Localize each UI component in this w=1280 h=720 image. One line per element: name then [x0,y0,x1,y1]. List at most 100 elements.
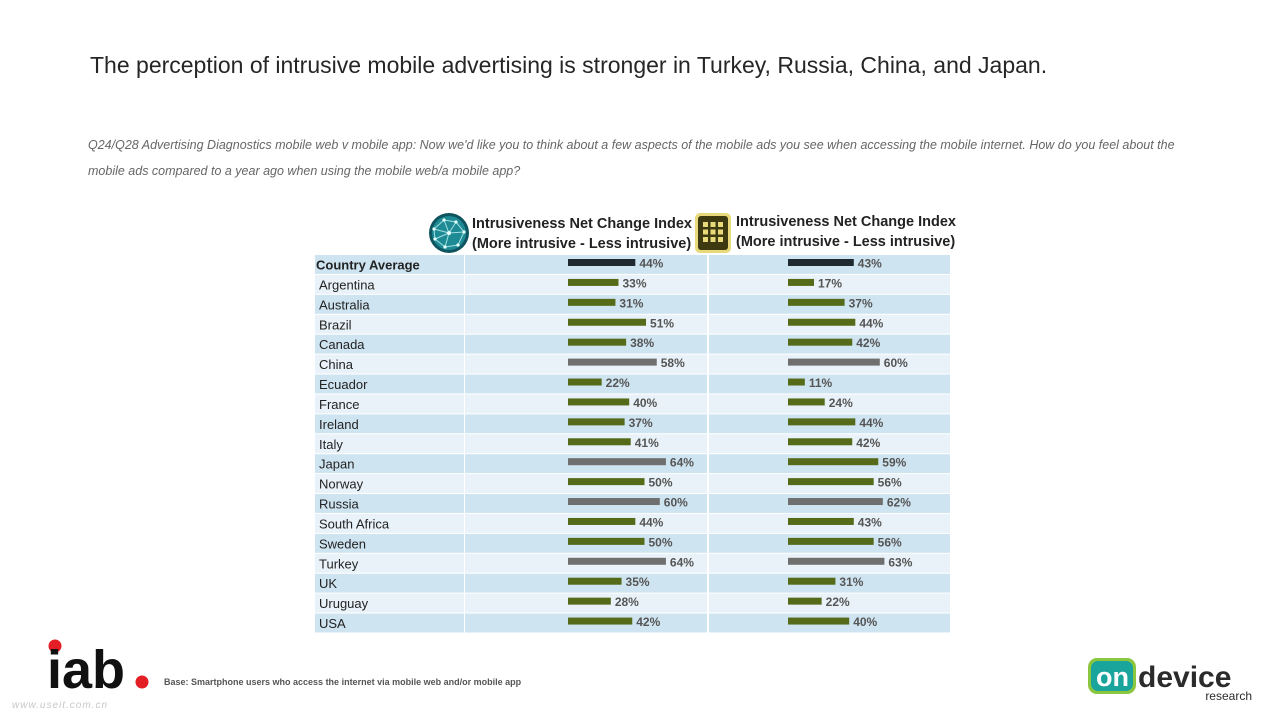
row-app-cell [709,274,950,294]
ondevice-research-logo: on device research [1086,655,1256,710]
app-value-label: 24% [829,396,853,410]
row-label-cell [315,414,464,434]
app-value-label: 11% [809,376,833,390]
web-value-label: 22% [606,376,630,390]
app-value-label: 42% [856,436,880,450]
app-bar [788,438,853,446]
web-value-label: 60% [664,496,688,510]
category-label: Norway [319,477,364,492]
web-value-label: 50% [649,535,673,549]
web-value-label: 40% [633,396,657,410]
category-label: France [319,397,359,412]
app-header-line2: (More intrusive - Less intrusive) [736,234,956,250]
category-label: China [319,357,354,372]
web-value-label: 41% [635,436,659,450]
row-label-cell [315,255,464,274]
iab-logo-text: iab [47,640,125,694]
app-bar [788,517,854,525]
web-value-label: 51% [650,316,674,330]
web-value-label: 50% [649,476,673,490]
category-label: Brazil [319,317,352,332]
web-bar [568,557,666,565]
app-value-label: 17% [818,276,842,290]
web-bar [568,278,619,286]
web-bar [568,259,636,266]
category-label: Sweden [319,536,366,551]
web-bar [568,517,636,525]
row-label-cell [315,533,464,553]
app-bar [788,617,850,625]
app-value-label: 22% [826,595,850,609]
app-grid-icon [695,213,731,253]
watermark: www.useit.com.cn [12,700,109,711]
row-label-cell [315,394,464,414]
web-bar [568,378,602,386]
web-bar [568,537,645,545]
row-label-cell [315,314,464,334]
app-bar [788,398,825,406]
app-value-label: 63% [888,555,912,569]
web-bar [568,597,611,605]
app-bar [788,577,836,585]
web-bar [568,577,622,585]
app-bar [788,478,874,486]
web-value-label: 28% [615,595,639,609]
web-bar [568,418,625,426]
row-label-cell [315,334,464,354]
web-value-label: 35% [626,575,650,589]
web-value-label: 31% [619,296,643,310]
base-note: Base: Smartphone users who access the in… [164,677,522,687]
web-value-label: 33% [622,276,646,290]
app-bar [788,338,853,346]
category-label: South Africa [319,516,390,531]
web-bar [568,498,660,506]
web-value-label: 38% [630,336,654,350]
app-value-label: 42% [856,336,880,350]
app-value-label: 37% [849,296,873,310]
iab-logo: iab [46,638,156,700]
category-label: Turkey [319,556,359,571]
category-label: Country Average [316,258,420,273]
web-bar [568,458,666,466]
web-bar [568,338,627,346]
row-label-cell [315,454,464,474]
app-value-label: 62% [887,496,911,510]
row-label-cell [315,434,464,454]
row-label-cell [315,274,464,294]
app-bar [788,259,854,266]
category-label: Ecuador [319,377,368,392]
row-label-cell [315,474,464,494]
web-bar [568,298,616,306]
web-header-line2: (More intrusive - Less intrusive) [472,236,692,252]
app-bar [788,557,885,565]
app-bar [788,498,883,506]
app-value-label: 56% [878,476,902,490]
ondevice-logo-on: on [1096,662,1129,692]
row-label-cell [315,513,464,533]
app-value-label: 59% [882,456,906,470]
web-value-label: 44% [639,515,663,529]
web-value-label: 64% [670,456,694,470]
category-label: Japan [319,457,354,472]
app-bar [788,278,815,286]
category-label: USA [319,616,346,631]
row-app-cell [709,593,950,613]
category-label: Argentina [319,277,375,292]
app-bar [788,378,805,386]
app-value-label: 43% [858,515,882,529]
web-value-label: 64% [670,555,694,569]
row-label-cell [315,294,464,314]
app-value-label: 44% [859,316,883,330]
web-value-label: 58% [661,356,685,370]
app-bar [788,358,880,366]
row-label-cell [315,593,464,613]
category-label: Canada [319,337,365,352]
row-label-cell [315,354,464,374]
app-bar [788,298,845,306]
web-bar [568,318,647,326]
app-bar [788,318,856,326]
app-bar [788,537,874,545]
web-bar [568,398,630,406]
app-value-label: 43% [858,257,882,271]
survey-question: Q24/Q28 Advertising Diagnostics mobile w… [88,138,1175,178]
